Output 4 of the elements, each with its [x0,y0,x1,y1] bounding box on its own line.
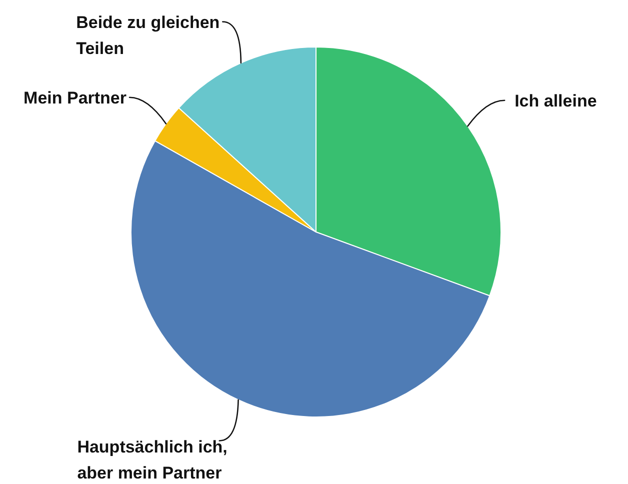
slice-label: Ich alleine [514,91,597,110]
slice-label: Mein Partner [24,88,127,108]
slice-label: Beide zu gleichen Teilen [76,12,220,58]
slice-label: Hauptsächlich ich, aber mein Partner [77,438,228,483]
